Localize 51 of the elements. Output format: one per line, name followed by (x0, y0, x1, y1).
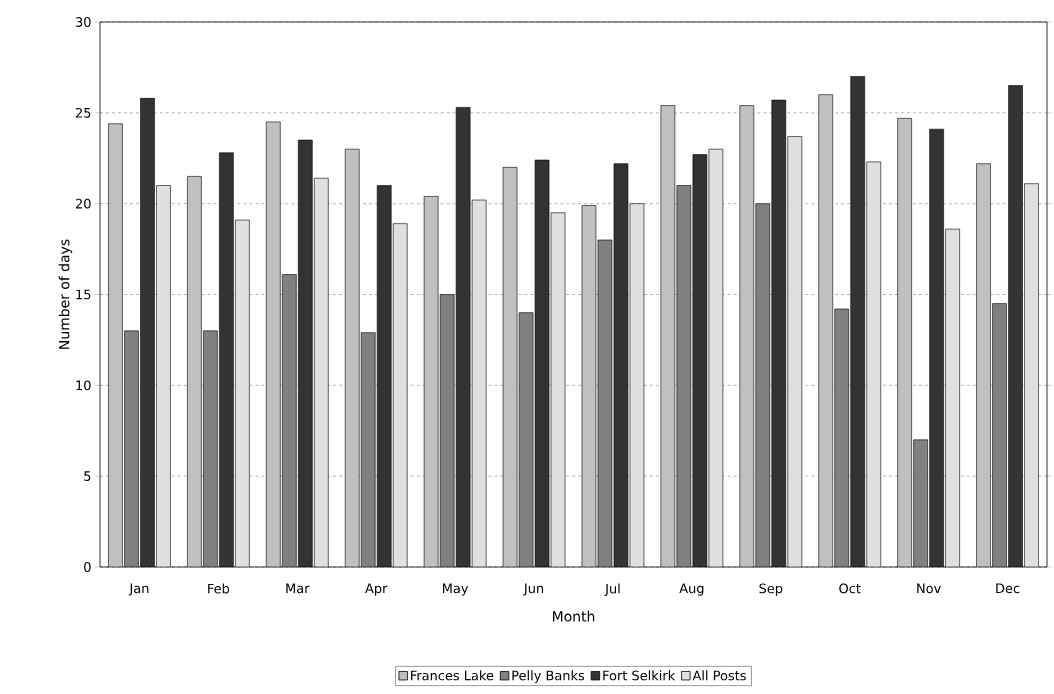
x-tick-label: Dec (996, 583, 1020, 594)
x-tick-label: Sep (759, 583, 783, 596)
bar (787, 136, 803, 567)
x-tick-label: Jan (128, 583, 149, 596)
bar (235, 219, 250, 567)
legend-label: Pelly Banks (512, 670, 585, 683)
y-tick-label: 5 (84, 471, 91, 481)
bar (818, 94, 834, 567)
bar (265, 121, 281, 567)
x-tick-label: May (443, 583, 469, 596)
x-tick-label: Mar (286, 583, 310, 594)
y-axis-title: Number of days (58, 239, 73, 349)
y-tick-label: 15 (76, 289, 91, 300)
bar (124, 330, 139, 567)
bar (219, 152, 234, 567)
bar (1024, 183, 1039, 567)
bar (850, 76, 866, 567)
x-tick-label: Jul (604, 583, 620, 596)
y-tick-label: 10 (76, 380, 91, 391)
bar (344, 148, 360, 567)
bar (929, 128, 944, 567)
legend-label: All Posts (692, 670, 746, 681)
bar (187, 176, 202, 567)
x-tick-label: Aug (679, 583, 704, 596)
bar (376, 185, 392, 567)
x-tick-label: Apr (365, 583, 388, 596)
bar (314, 177, 329, 567)
y-tick-label: 25 (75, 107, 91, 118)
bar (866, 161, 882, 567)
legend-label: Frances Lake (411, 670, 494, 681)
bar (298, 139, 313, 567)
x-tick-label: Oct (839, 583, 861, 594)
bar (140, 98, 155, 567)
y-tick-label: 30 (75, 17, 91, 27)
x-tick-label: Nov (917, 583, 941, 594)
y-tick-label: 0 (84, 562, 91, 572)
legend-label: Fort Selkirk (603, 670, 676, 681)
bar (976, 163, 991, 567)
bar (108, 123, 123, 567)
bar (897, 117, 912, 567)
bar (771, 99, 787, 567)
x-axis-title: Month (553, 610, 595, 622)
x-tick-label: Feb (208, 583, 230, 594)
bar (945, 228, 960, 567)
bar (913, 439, 928, 567)
bar (1008, 85, 1023, 567)
bar (156, 185, 171, 567)
x-tick-label: Jun (523, 583, 544, 596)
bar (739, 105, 755, 567)
bar (392, 223, 408, 567)
y-tick-label: 20 (75, 198, 91, 209)
